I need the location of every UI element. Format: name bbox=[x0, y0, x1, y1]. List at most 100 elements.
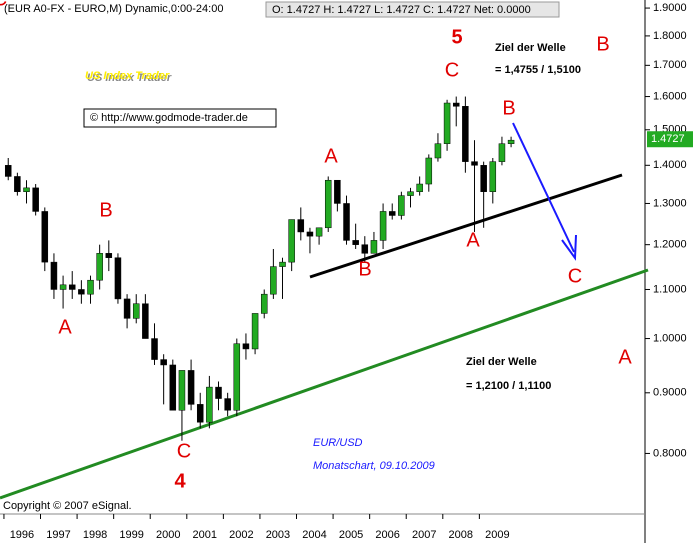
last-price-label: 1.4727 bbox=[651, 133, 685, 145]
candle-body bbox=[242, 343, 250, 350]
arrow-head bbox=[561, 234, 577, 261]
target-c-label: Ziel der Welle bbox=[466, 356, 537, 368]
candle-body bbox=[306, 231, 314, 237]
candle-body bbox=[206, 386, 213, 423]
wave-label: 5 bbox=[451, 26, 462, 48]
candle-body bbox=[379, 211, 387, 241]
brand-shadow: US Index Trader bbox=[87, 72, 172, 84]
x-tick-label: 2003 bbox=[266, 529, 290, 541]
website-box bbox=[83, 108, 277, 128]
candle-body bbox=[151, 338, 158, 360]
y-tick-label: 0.9000 bbox=[653, 387, 687, 399]
wave-label: B bbox=[596, 33, 609, 55]
y-tick-label: 1.9000 bbox=[653, 2, 687, 14]
y-tick-label: 1.6000 bbox=[653, 90, 687, 102]
x-tick-label: 2008 bbox=[449, 529, 473, 541]
candle-body bbox=[407, 191, 414, 196]
target-b-values: = 1,4755 / 1,5100 bbox=[495, 64, 581, 76]
candle-body bbox=[270, 266, 277, 295]
wave-label: A bbox=[466, 229, 480, 251]
candle-body bbox=[187, 370, 195, 405]
x-tick-label: 1996 bbox=[10, 529, 34, 541]
brand: US Index Trader bbox=[85, 70, 170, 82]
candle-body bbox=[233, 343, 241, 411]
candle-body bbox=[297, 219, 305, 233]
x-tick-label: 2005 bbox=[339, 529, 363, 541]
candle-body bbox=[23, 187, 30, 192]
pair: EUR/USD bbox=[313, 437, 363, 449]
x-tick-label: 2004 bbox=[302, 529, 326, 541]
candle-body bbox=[123, 298, 131, 319]
candle-body bbox=[68, 284, 76, 290]
candle-body bbox=[452, 102, 460, 107]
x-tick-label: 1999 bbox=[119, 529, 143, 541]
target-c-values: = 1,2100 / 1,1100 bbox=[466, 380, 551, 392]
candle-body bbox=[260, 293, 268, 314]
target-b-label: Ziel der Welle bbox=[495, 42, 566, 54]
candle-body bbox=[498, 143, 506, 162]
candle-body bbox=[324, 179, 332, 229]
wave-label: B bbox=[358, 258, 371, 280]
y-tick-label: 1.1000 bbox=[653, 283, 687, 295]
x-tick-label: 1998 bbox=[83, 529, 107, 541]
candle-body bbox=[443, 102, 451, 144]
candle-body bbox=[343, 203, 350, 241]
x-tick-label: 2002 bbox=[229, 529, 253, 541]
copyright: Copyright © 2007 eSignal. bbox=[3, 500, 132, 512]
last-price-box bbox=[647, 131, 693, 148]
wave-label: C bbox=[568, 265, 582, 287]
trend-line bbox=[309, 173, 623, 279]
website: © http://www.godmode-trader.de bbox=[90, 112, 248, 124]
x-tick-label: 2006 bbox=[375, 529, 399, 541]
candle-body bbox=[178, 370, 186, 411]
candle-body bbox=[434, 143, 442, 159]
candle-body bbox=[59, 284, 67, 290]
x-tick-label: 2000 bbox=[156, 529, 180, 541]
y-tick-label: 0.8000 bbox=[653, 447, 687, 459]
candle-body bbox=[471, 161, 478, 166]
wave-label: B bbox=[502, 97, 515, 119]
candle-body bbox=[370, 240, 378, 254]
candle-body bbox=[480, 165, 487, 192]
candle-body bbox=[398, 195, 405, 216]
x-tick-label: 2007 bbox=[412, 529, 436, 541]
candle-body bbox=[50, 261, 58, 290]
subtitle: Monatschart, 09.10.2009 bbox=[313, 460, 435, 472]
candle-body bbox=[160, 359, 167, 366]
wave-label: C bbox=[445, 59, 459, 81]
candle-body bbox=[78, 289, 85, 295]
candle-body bbox=[224, 398, 231, 411]
candle-body bbox=[388, 211, 396, 216]
y-tick-label: 1.0000 bbox=[653, 332, 687, 344]
candle-body bbox=[416, 183, 423, 192]
candle-body bbox=[425, 157, 433, 185]
y-tick-label: 1.4000 bbox=[653, 159, 687, 171]
wave-label: C bbox=[0, 0, 7, 10]
x-tick-label: 2009 bbox=[485, 529, 509, 541]
candle-body bbox=[169, 364, 177, 411]
wave-label: C bbox=[177, 440, 191, 462]
wave-label: A bbox=[618, 346, 632, 368]
x-tick-label: 1997 bbox=[46, 529, 70, 541]
support-line bbox=[0, 268, 649, 500]
candle-body bbox=[14, 176, 21, 192]
candle-body bbox=[279, 261, 286, 267]
candle-body bbox=[32, 187, 39, 212]
candle-body bbox=[361, 244, 369, 254]
candle-body bbox=[87, 279, 94, 295]
candle-body bbox=[352, 240, 359, 245]
candle-body bbox=[114, 257, 122, 300]
x-tick-label: 2001 bbox=[193, 529, 217, 541]
info-box bbox=[265, 1, 560, 18]
y-tick-label: 1.3000 bbox=[653, 197, 687, 209]
candle-body bbox=[489, 161, 497, 192]
candle-body bbox=[251, 313, 259, 350]
candle-body bbox=[462, 106, 469, 162]
wave-label: A bbox=[324, 145, 338, 167]
chart-title: (EUR A0-FX - EURO,M) Dynamic,0:00-24:00 bbox=[4, 3, 223, 15]
y-tick-label: 1.8000 bbox=[653, 30, 687, 42]
candle-body bbox=[334, 179, 341, 204]
wave-label: B bbox=[99, 199, 112, 221]
wave-label: 4 bbox=[174, 470, 186, 492]
